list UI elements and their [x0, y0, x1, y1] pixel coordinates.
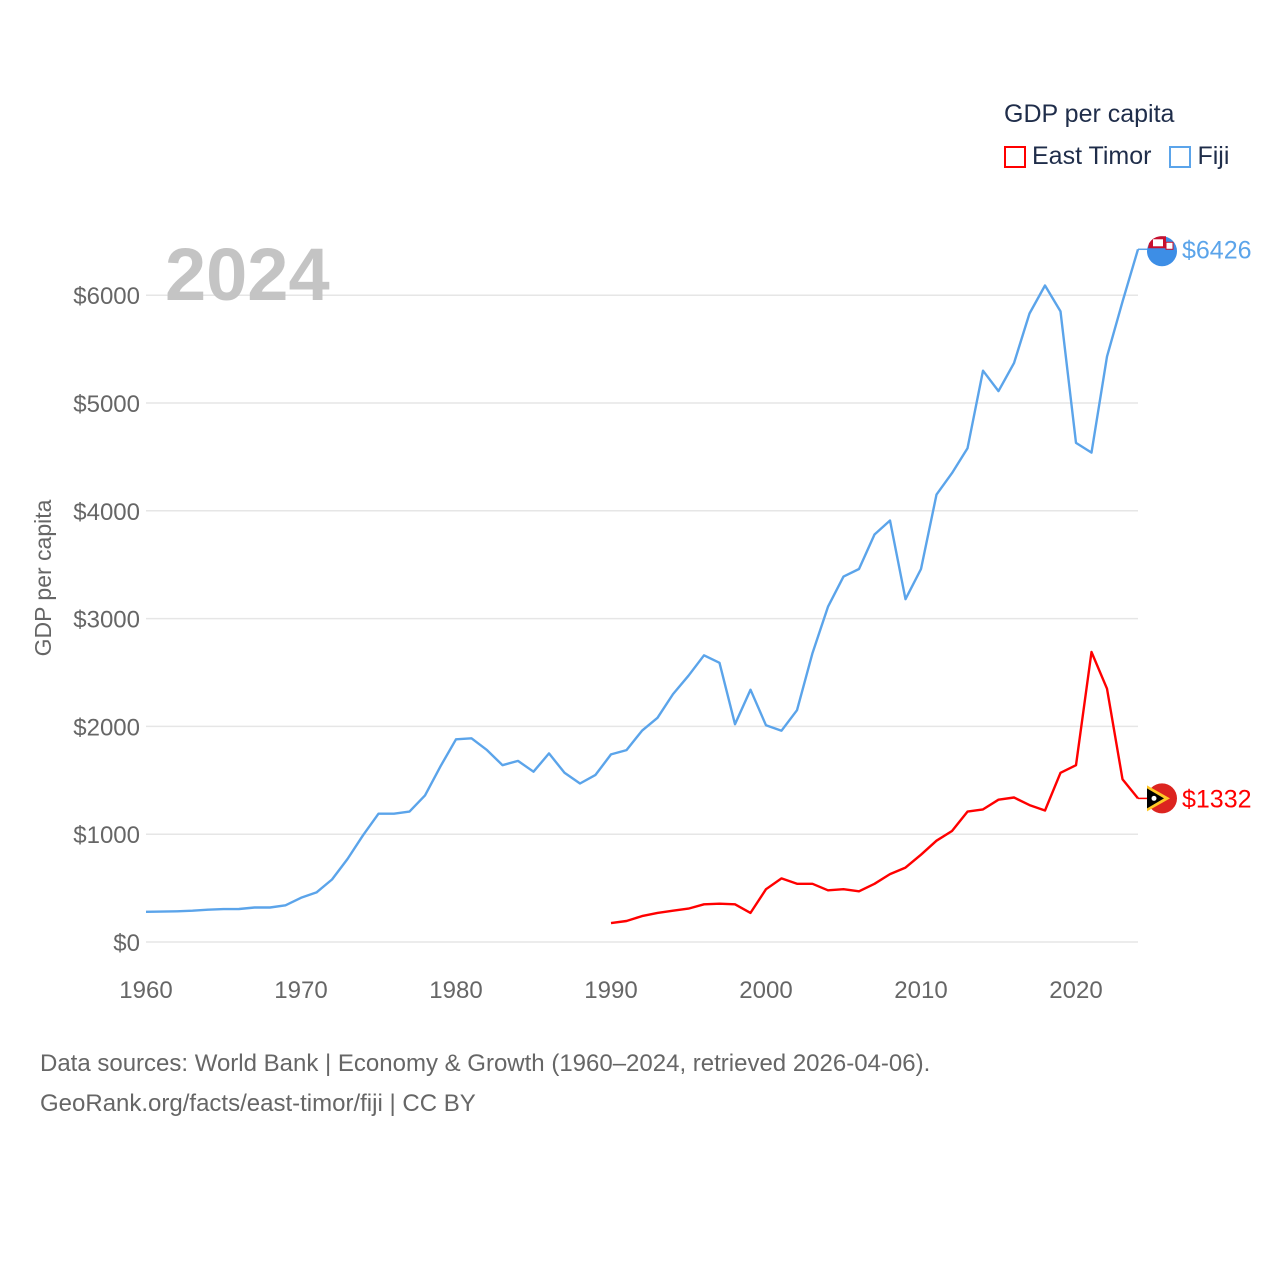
- x-tick-label: 1970: [274, 977, 327, 1004]
- y-tick-label: $1000: [73, 822, 140, 849]
- y-tick-label: $5000: [73, 391, 140, 418]
- flag-shield: [1165, 241, 1174, 250]
- footer-sources: Data sources: World Bank | Economy & Gro…: [40, 1050, 931, 1077]
- legend-swatch-fiji: [1169, 145, 1192, 168]
- fiji-flag-icon: [1147, 236, 1177, 267]
- footer: Data sources: World Bank | Economy & Gro…: [40, 1044, 930, 1124]
- y-tick-label: $2000: [73, 714, 140, 741]
- legend-item-east-timor[interactable]: East Timor: [1004, 142, 1151, 171]
- legend-label: Fiji: [1197, 142, 1230, 170]
- year-watermark: 2024: [165, 233, 330, 316]
- legend-swatch-east-timor: [1004, 145, 1026, 168]
- x-tick-label: 2000: [739, 977, 792, 1004]
- x-tick-label: 2020: [1049, 977, 1102, 1004]
- x-tick-label: 1980: [429, 977, 482, 1004]
- east-timor-flag-icon: [1147, 783, 1177, 814]
- y-tick-label: $6000: [73, 283, 140, 310]
- footer-link[interactable]: GeoRank.org/facts/east-timor/fiji | CC B…: [40, 1090, 476, 1117]
- series-lines: [145, 248, 1140, 925]
- y-tick-labels: $0 $1000 $2000 $3000 $4000 $5000 $6000: [73, 283, 140, 957]
- series-end-markers: $1332 $6426: [1138, 236, 1252, 814]
- gridlines: [146, 294, 1138, 943]
- end-value-label: $6426: [1182, 236, 1252, 264]
- end-value-label: $1332: [1182, 785, 1252, 813]
- x-tick-label: 1960: [119, 977, 172, 1004]
- y-tick-label: $4000: [73, 499, 140, 526]
- flag-canton-white: [1153, 239, 1163, 247]
- flag-star: [1151, 795, 1157, 801]
- y-tick-label: $0: [113, 930, 140, 957]
- x-tick-labels: 1960 1970 1980 1990 2000 2010 2020: [119, 977, 1102, 1004]
- series-line-fiji: [145, 248, 1140, 913]
- legend-title: GDP per capita: [1004, 100, 1175, 128]
- legend-label: East Timor: [1032, 142, 1152, 170]
- y-axis-label: GDP per capita: [30, 499, 56, 656]
- series-line-east-timor: [610, 650, 1139, 925]
- x-tick-label: 1990: [584, 977, 637, 1004]
- legend: East Timor Fiji: [1004, 142, 1229, 171]
- legend-item-fiji[interactable]: Fiji: [1169, 142, 1229, 171]
- x-tick-label: 2010: [894, 977, 947, 1004]
- y-tick-label: $3000: [73, 607, 140, 634]
